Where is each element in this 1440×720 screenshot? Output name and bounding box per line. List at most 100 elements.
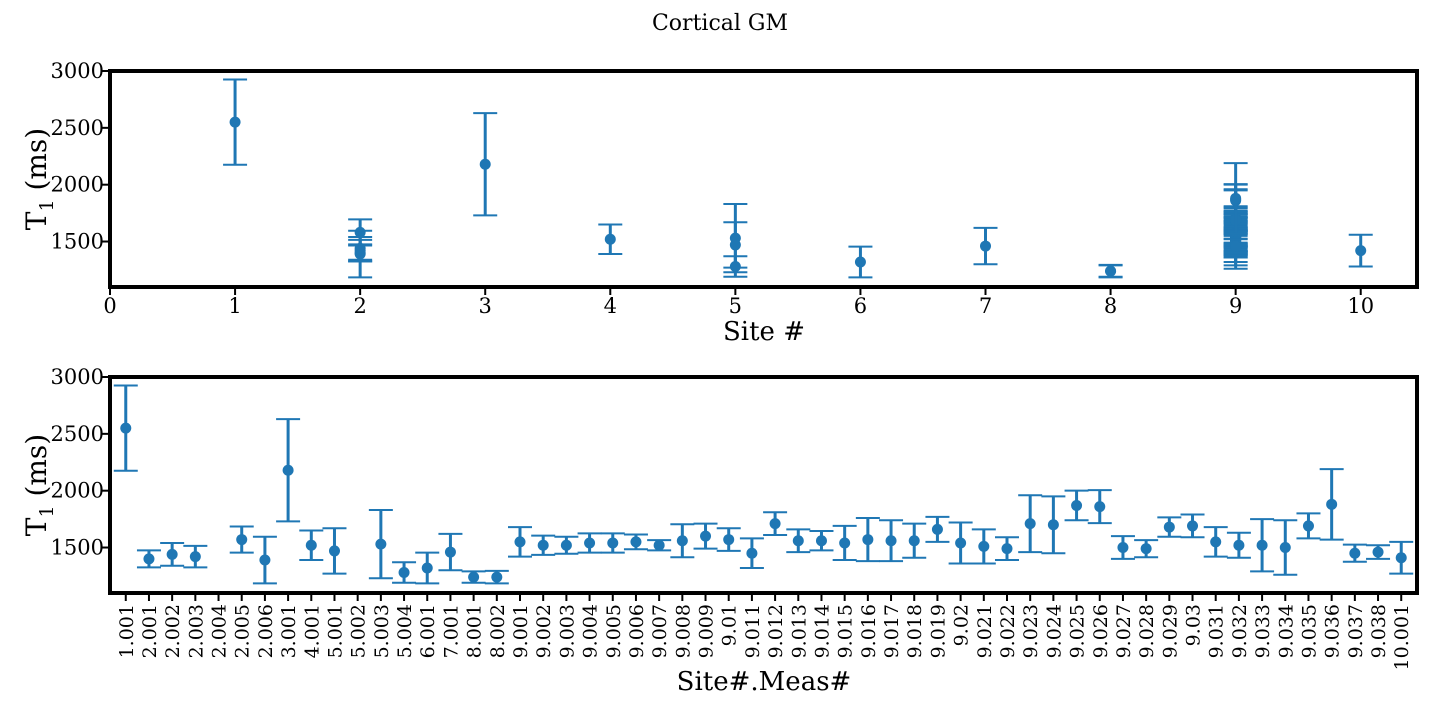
data-point <box>1064 489 1089 522</box>
marker <box>375 538 387 550</box>
x-tick-label: 9.017 <box>881 604 903 658</box>
data-point <box>600 532 625 554</box>
x-tick-label: 9.008 <box>672 604 694 658</box>
data-point <box>299 529 324 562</box>
data-point <box>223 78 248 166</box>
x-tick-label: 9.035 <box>1298 604 1320 658</box>
data-point <box>1223 162 1248 235</box>
x-tick-label: 2.002 <box>162 604 184 658</box>
marker <box>630 536 642 548</box>
data-point <box>879 519 904 563</box>
marker <box>1210 536 1222 548</box>
x-tick-label: 9.021 <box>974 604 996 658</box>
x-tick-label: 9.018 <box>904 604 926 658</box>
x-tick-label: 9.033 <box>1252 604 1274 658</box>
marker <box>1355 245 1367 257</box>
x-tick-label: 5.001 <box>324 604 346 658</box>
x-tick-label: 2 <box>353 294 366 318</box>
x-tick-label: 8.002 <box>487 604 509 658</box>
x-tick-label: 2.005 <box>232 604 254 658</box>
marker <box>444 546 456 558</box>
data-point <box>276 418 301 523</box>
x-tick-label: 4.001 <box>301 604 323 658</box>
marker <box>955 537 967 549</box>
marker <box>700 530 712 542</box>
y-axis-label: T1 (ms) <box>20 434 58 536</box>
data-point <box>848 245 873 279</box>
x-tick-label: 5.002 <box>348 604 370 658</box>
x-tick-label: 9.013 <box>788 604 810 658</box>
data-point <box>136 549 161 569</box>
plot-frame <box>108 69 1419 289</box>
data-point <box>1273 519 1298 576</box>
x-tick-label: 9.007 <box>649 604 671 658</box>
marker <box>1256 539 1268 551</box>
x-tick-label: 2.003 <box>185 604 207 658</box>
x-tick-label: 9.006 <box>626 604 648 658</box>
x-tick-label: 9.012 <box>765 604 787 658</box>
marker <box>746 547 758 559</box>
x-tick-label: 3 <box>479 294 492 318</box>
y-axis-label-subscript: 1 <box>36 505 58 517</box>
data-point <box>693 522 718 550</box>
marker <box>120 422 132 434</box>
data-points <box>223 78 1373 279</box>
data-point <box>994 536 1019 562</box>
data-point <box>971 528 996 565</box>
y-tick-label: 2000 <box>51 173 104 197</box>
marker <box>1071 499 1083 511</box>
data-point <box>322 527 347 575</box>
data-point <box>1342 543 1367 563</box>
data-point <box>1348 233 1373 268</box>
x-tick-label: 9.036 <box>1322 604 1344 658</box>
x-tick-label: 9.025 <box>1067 604 1089 658</box>
marker <box>723 534 735 546</box>
marker <box>229 116 241 128</box>
data-point <box>484 569 509 585</box>
x-tick-label: 5.003 <box>371 604 393 658</box>
y-tick-label: 3000 <box>51 365 104 389</box>
data-point <box>739 537 764 569</box>
x-tick-label: 9.034 <box>1275 604 1297 658</box>
y-tick-label: 1500 <box>51 230 104 254</box>
x-tick-label: 9.014 <box>811 604 833 658</box>
data-point <box>1366 544 1391 560</box>
marker <box>607 537 619 549</box>
data-point <box>786 528 811 554</box>
y-tick-label: 2000 <box>51 479 104 503</box>
marker <box>1187 520 1199 532</box>
x-tick-label: 9.031 <box>1206 604 1228 658</box>
data-point <box>392 561 417 584</box>
data-point <box>948 521 973 565</box>
marker <box>931 523 943 535</box>
y-tick-label: 1500 <box>51 536 104 560</box>
y-axis-ticks: 1500 2000 2500 3000 <box>51 365 110 560</box>
x-tick-label: 2.006 <box>255 604 277 658</box>
x-tick-label: 9.015 <box>835 604 857 658</box>
x-tick-label: 9.028 <box>1136 604 1158 658</box>
marker <box>792 535 804 547</box>
data-point <box>716 527 741 552</box>
x-tick-label: 2.001 <box>139 604 161 658</box>
marker <box>328 545 340 557</box>
marker <box>1230 240 1242 252</box>
marker <box>1094 501 1106 513</box>
data-point <box>1180 513 1205 539</box>
x-tick-label: 1 <box>228 294 241 318</box>
data-point <box>1157 516 1182 538</box>
data-point <box>855 516 880 563</box>
x-axis-label: Site # <box>723 317 805 347</box>
x-tick-label: 2.004 <box>209 604 231 658</box>
data-point <box>809 530 834 552</box>
marker <box>862 534 874 546</box>
x-tick-label: 9.019 <box>927 604 949 658</box>
data-point <box>1134 539 1159 559</box>
marker <box>560 539 572 551</box>
marker <box>537 539 549 551</box>
x-tick-label: 10 <box>1347 294 1374 318</box>
x-tick-label: 9.02 <box>951 604 973 646</box>
marker <box>729 261 741 273</box>
marker <box>978 540 990 552</box>
